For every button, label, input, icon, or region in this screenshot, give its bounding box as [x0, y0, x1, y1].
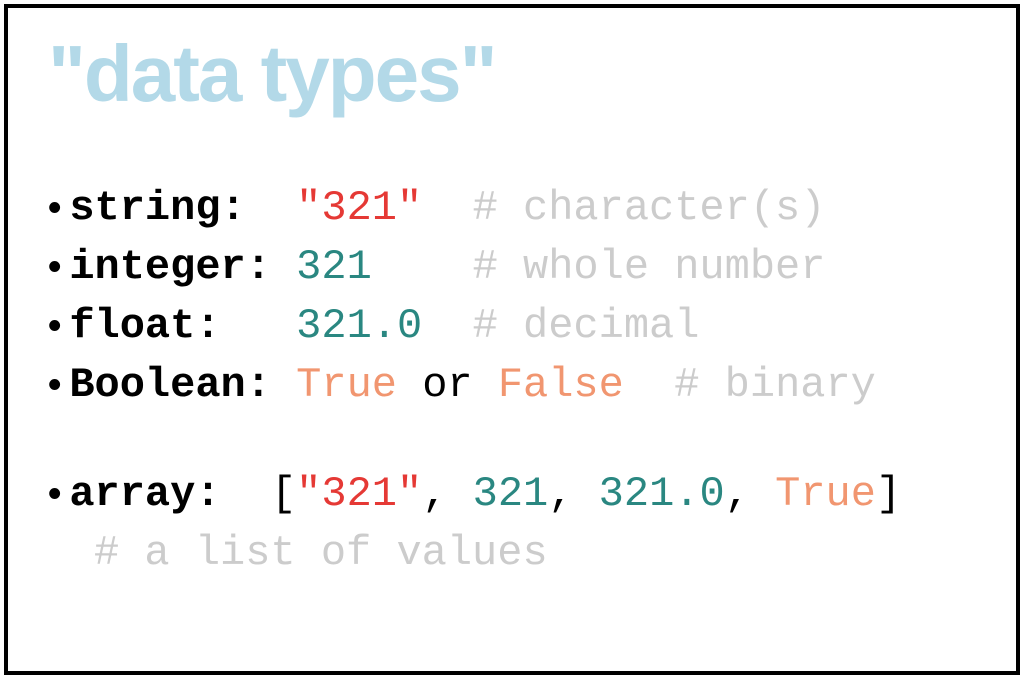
spacer: [48, 416, 976, 466]
label-float: float:: [69, 302, 296, 350]
array-el-bool: True: [775, 470, 876, 518]
value-string: "321": [296, 184, 422, 232]
entry-float: • float: 321.0 # decimal: [48, 298, 976, 355]
array-el-int: 321: [473, 470, 549, 518]
entry-array: • array: ["321", 321, 321.0, True]: [48, 466, 976, 523]
bullet-icon: •: [48, 466, 61, 523]
slide-title: "data types": [48, 28, 976, 120]
value-float: 321.0: [296, 302, 422, 350]
array-el-float: 321.0: [599, 470, 725, 518]
bullet-icon: •: [48, 239, 61, 296]
array-sep: ,: [725, 470, 775, 518]
value-integer: 321: [296, 243, 372, 291]
comment-array: # a list of values: [94, 529, 548, 577]
label-array: array:: [69, 470, 271, 518]
entry-integer: • integer: 321 # whole number: [48, 239, 976, 296]
array-el-string: "321": [296, 470, 422, 518]
bracket-open: [: [271, 470, 296, 518]
type-list: • string: "321" # character(s) • integer…: [48, 180, 976, 523]
array-sep: ,: [548, 470, 598, 518]
comment-string: # character(s): [422, 184, 825, 232]
entry-string: • string: "321" # character(s): [48, 180, 976, 237]
label-boolean: Boolean:: [69, 361, 296, 409]
bullet-icon: •: [48, 180, 61, 237]
comment-integer: # whole number: [372, 243, 826, 291]
array-comment-row: # a list of values: [48, 525, 976, 582]
bullet-icon: •: [48, 357, 61, 414]
value-false: False: [498, 361, 624, 409]
comment-float: # decimal: [422, 302, 699, 350]
bullet-icon: •: [48, 298, 61, 355]
array-sep: ,: [422, 470, 472, 518]
comment-boolean: # binary: [624, 361, 876, 409]
entry-boolean: • Boolean: True or False # binary: [48, 357, 976, 414]
bracket-close: ]: [876, 470, 901, 518]
value-true: True: [296, 361, 397, 409]
content-frame: "data types" • string: "321" # character…: [4, 4, 1020, 675]
label-integer: integer:: [69, 243, 296, 291]
or-text: or: [397, 361, 498, 409]
label-string: string:: [69, 184, 296, 232]
